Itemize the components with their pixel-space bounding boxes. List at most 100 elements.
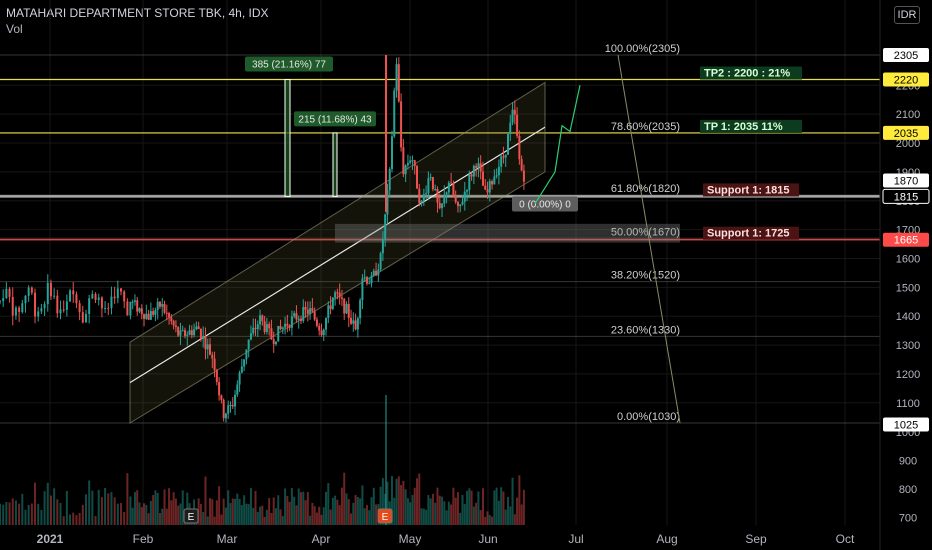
volume-bar — [177, 505, 180, 525]
candle-body — [209, 344, 212, 355]
volume-bar — [24, 509, 27, 525]
candle-body — [502, 156, 505, 158]
volume-bar — [436, 487, 439, 525]
volume-bar — [336, 499, 339, 525]
volume-bar — [345, 493, 348, 525]
candle-body — [318, 325, 321, 331]
volume-bar — [0, 503, 1, 525]
candle-body — [406, 162, 409, 166]
candle-body — [334, 292, 337, 298]
candle-body — [197, 326, 200, 330]
level-label-text: TP 1: 2035 11% — [704, 121, 783, 133]
candle-body — [491, 181, 494, 185]
measure-label: 385 (21.16%) 77 — [245, 56, 333, 72]
volume-bar — [454, 497, 457, 525]
y-tick-label: 2000 — [896, 138, 920, 150]
candle-body — [352, 320, 355, 324]
candle-body — [97, 297, 100, 300]
volume-bar — [509, 506, 512, 525]
volume-bar — [404, 489, 407, 525]
candle-body — [284, 323, 287, 328]
candle-body — [431, 177, 434, 190]
candle-body — [343, 298, 346, 314]
candle-body — [370, 275, 373, 284]
candle-body — [279, 325, 282, 329]
volume-bar — [78, 512, 81, 525]
volume-bar — [138, 502, 141, 525]
volume-bar — [304, 500, 307, 525]
volume-bar — [140, 507, 143, 525]
candle-body — [40, 308, 43, 312]
volume-bar — [479, 510, 482, 525]
volume-bar — [229, 503, 232, 525]
candle-body — [427, 178, 430, 194]
volume-bar — [27, 504, 30, 525]
x-tick-label: Mar — [217, 532, 238, 546]
volume-bar — [504, 509, 507, 525]
volume-bar — [288, 501, 291, 525]
volume-bar — [247, 504, 250, 525]
volume-bar — [126, 473, 129, 525]
candle-body — [163, 303, 166, 313]
measure-label: 0 (0.00%) 0 — [512, 196, 578, 212]
candle-body — [247, 339, 250, 350]
volume-bar — [220, 514, 223, 525]
candle-body — [161, 303, 164, 307]
candle-body — [361, 278, 364, 300]
candle-body — [129, 301, 132, 316]
candle-body — [34, 292, 37, 317]
candle-body — [37, 311, 40, 317]
candle-body — [5, 288, 8, 299]
volume-bar — [318, 506, 321, 525]
volume-bar — [75, 515, 78, 525]
volume-bar — [272, 497, 275, 525]
candle-body — [168, 313, 171, 318]
candle-body — [8, 288, 11, 297]
candle-body — [156, 301, 159, 310]
candle-body — [123, 291, 126, 302]
candle-body — [384, 214, 387, 240]
volume-bar — [456, 492, 459, 525]
y-tick-label: 1400 — [896, 311, 920, 323]
volume-bar — [438, 495, 441, 525]
volume-bar — [259, 506, 262, 525]
currency-button[interactable]: IDR — [894, 6, 920, 24]
volume-bar — [322, 507, 325, 525]
candle-body — [336, 292, 339, 294]
candle-body — [218, 382, 221, 396]
volume-bar — [309, 515, 312, 525]
fib-diagonal — [617, 54, 681, 424]
volume-bar — [174, 498, 177, 525]
volume-bar — [516, 497, 519, 525]
volume-bar — [30, 503, 33, 525]
measure-bar — [284, 79, 291, 197]
x-tick-label: Aug — [656, 532, 677, 546]
volume-bar — [197, 498, 200, 525]
candle-body — [43, 304, 46, 309]
candle-body — [300, 318, 303, 321]
volume-bar — [116, 503, 119, 525]
candle-body — [213, 358, 216, 371]
volume-bar — [277, 495, 280, 525]
volume-bar — [199, 504, 202, 525]
candle-body — [513, 109, 516, 115]
volume-bar — [518, 475, 521, 525]
volume-bar — [443, 501, 446, 525]
candle-body — [222, 399, 225, 419]
measure-label: 215 (11.68%) 43 — [294, 111, 376, 127]
candle-body — [338, 292, 341, 298]
event-marker: E — [377, 508, 393, 524]
candle-body — [158, 301, 161, 307]
price-tag-text: 1815 — [894, 191, 918, 203]
candle-body — [522, 170, 525, 182]
candle-body — [88, 298, 91, 314]
volume-bar — [62, 516, 65, 525]
volume-bar — [327, 483, 330, 525]
volume-bar — [152, 495, 155, 525]
volume-bar — [5, 502, 8, 525]
volume-bar — [143, 503, 146, 525]
volume-bar — [163, 489, 166, 525]
volume-bar — [218, 486, 221, 525]
candle-body — [493, 176, 496, 185]
